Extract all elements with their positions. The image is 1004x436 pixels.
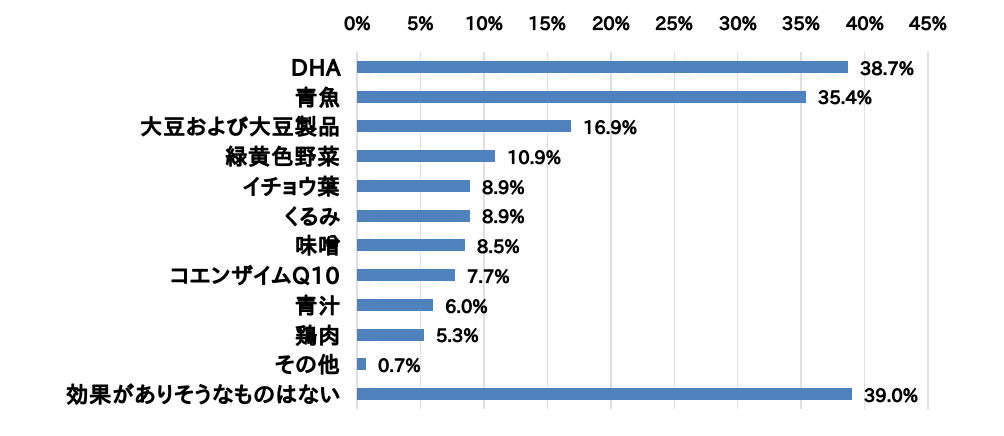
x-axis-tick-label (528, 14, 566, 32)
gridline (419, 52, 422, 409)
text-glyphs (171, 264, 340, 286)
text-glyphs (140, 115, 339, 138)
x-axis-tick-label (344, 14, 371, 32)
x-axis-tick-label (655, 14, 693, 32)
bar (357, 90, 807, 103)
bar (357, 328, 425, 341)
text-glyphs (65, 383, 340, 405)
text-glyphs (529, 15, 566, 31)
text-glyphs (584, 119, 637, 135)
bar (357, 179, 470, 192)
x-axis-tick-label (719, 14, 757, 32)
category-label (291, 56, 341, 78)
text-glyphs (344, 15, 370, 31)
value-label (860, 59, 914, 77)
value-label (477, 237, 520, 255)
x-axis-tick-label (782, 14, 820, 32)
x-axis-tick-label (465, 14, 503, 32)
category-label (243, 175, 340, 197)
value-label (864, 386, 918, 404)
category-label (295, 323, 340, 346)
value-label (467, 267, 510, 285)
bar (357, 150, 496, 163)
text-glyphs (860, 60, 914, 76)
bar (357, 269, 455, 282)
x-axis-tick-label (909, 14, 947, 32)
text-glyphs (295, 323, 338, 346)
text-glyphs (467, 268, 509, 284)
bar (357, 298, 434, 311)
category-label (170, 264, 340, 286)
category-label (140, 115, 340, 138)
category-label (275, 353, 340, 375)
gridline (736, 52, 739, 409)
gridline (546, 52, 549, 409)
text-glyphs (719, 15, 757, 31)
text-glyphs (295, 294, 340, 316)
value-label (436, 326, 479, 344)
value-label (482, 178, 525, 196)
gridline (673, 52, 675, 409)
text-glyphs (655, 15, 693, 31)
bar (357, 358, 366, 371)
text-glyphs (378, 357, 421, 373)
text-glyphs (466, 15, 503, 31)
value-label (482, 207, 525, 225)
text-glyphs (508, 149, 561, 165)
category-label (295, 234, 340, 256)
bar (357, 388, 852, 401)
x-axis-tick-label (592, 14, 630, 32)
x-axis-tick-label (845, 14, 884, 32)
gridline (800, 52, 802, 409)
text-glyphs (482, 179, 525, 195)
text-glyphs (292, 58, 341, 76)
text-glyphs (437, 328, 479, 344)
text-glyphs (782, 15, 820, 31)
value-label (507, 148, 561, 166)
text-glyphs (909, 15, 947, 31)
text-glyphs (275, 353, 340, 375)
text-glyphs (285, 205, 340, 226)
bar (357, 60, 849, 73)
text-glyphs (592, 15, 630, 31)
category-label (295, 86, 340, 108)
text-glyphs (407, 15, 434, 31)
category-label (65, 383, 341, 405)
text-glyphs (845, 15, 884, 31)
text-glyphs (477, 238, 520, 254)
gridline (927, 52, 929, 409)
gridline (610, 52, 612, 409)
text-glyphs (445, 298, 488, 314)
category-label (225, 145, 340, 168)
text-glyphs (295, 86, 340, 108)
value-label (818, 88, 872, 106)
text-glyphs (243, 175, 340, 197)
value-label (583, 118, 637, 136)
gridline (863, 52, 866, 409)
category-label (295, 294, 340, 316)
gridline (483, 52, 485, 409)
category-label (284, 205, 340, 227)
bar (357, 120, 572, 133)
text-glyphs (482, 209, 525, 225)
bar (357, 209, 470, 222)
text-glyphs (864, 387, 918, 403)
x-axis-tick-label (407, 14, 434, 32)
text-glyphs (295, 234, 340, 256)
bar (357, 239, 465, 252)
value-label (445, 297, 488, 315)
text-glyphs (818, 90, 872, 106)
value-label (378, 356, 421, 374)
text-glyphs (225, 145, 340, 168)
gridline (356, 52, 358, 409)
